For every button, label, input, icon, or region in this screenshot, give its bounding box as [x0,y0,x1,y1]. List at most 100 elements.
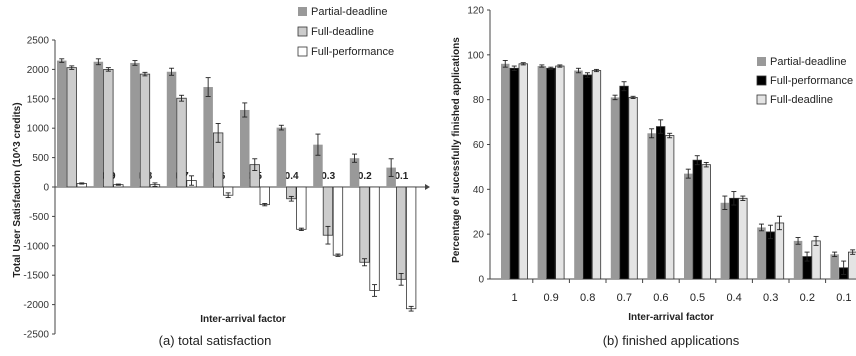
category-label: 0.3 [763,292,778,304]
y-tick-label: 0 [478,275,484,286]
y-tick-label: 60 [473,140,485,151]
bar [811,240,821,280]
category-label: 0.2 [358,171,372,182]
bar [774,222,785,280]
bar [103,69,114,188]
x-axis-title: Inter-arrival factor [628,312,714,323]
category-label: 0.9 [543,292,558,304]
bar [656,126,666,280]
bar [701,164,711,280]
legend-label: Full-deadline [770,94,833,106]
category-label: 0.3 [321,171,335,182]
bar [574,70,583,280]
y-tick-label: 20 [473,230,485,241]
bar [57,60,67,187]
x-axis-arrow [425,184,430,190]
y-tick-label: 80 [473,95,485,106]
y-axis-title: Percentage of sucessfully finished appli… [451,37,462,263]
y-axis-title: Total User Satisfaction (10^3 credits) [12,102,23,277]
legend-swatch [297,26,308,37]
bar [848,251,856,280]
bar [313,144,323,187]
bar [93,61,104,188]
y-tick-label: 120 [467,6,484,17]
legend-label: Full-deadline [311,26,374,38]
figure-caption: (a) total satisfaction [159,333,272,348]
y-tick-label: 1000 [27,124,50,135]
bar [793,240,803,279]
chart-b: 0 20 40 60 80 100 120 1 0.9 0.8 0.7 0.6 0.5 0.4 0.3 0.2… [451,6,856,348]
bar [610,97,620,279]
bar [647,133,656,279]
category-label: 1 [511,292,517,304]
y-tick-label: 2000 [27,65,50,76]
y-tick-label: 100 [467,50,484,61]
y-tick-label: -1000 [23,241,49,252]
category-label: 0.8 [580,292,595,304]
category-label: 0.1 [836,292,851,304]
bar [555,65,565,280]
bar [332,186,344,256]
category-label: 0.6 [653,292,668,304]
y-tick-label: 2500 [27,36,50,47]
bar [139,73,151,188]
category-label: 0.5 [690,292,705,304]
figure-caption: (b) finished applications [603,333,740,348]
bar [259,186,270,206]
bar [619,85,629,280]
legend-swatch [757,57,766,66]
bar [359,186,370,263]
bar [684,173,693,279]
legend-label: Full-performance [770,75,853,87]
bar [546,67,556,280]
bar [692,159,702,280]
category-label: 0.4 [726,292,741,304]
bar [176,97,187,188]
bar [628,97,638,280]
legend-label: Partial-deadline [311,6,387,18]
y-tick-label: 1500 [27,94,50,105]
y-tick-label: 500 [32,153,49,164]
bar [240,109,250,187]
y-tick-label: 0 [43,183,49,194]
chart-a: -2500 -2000 -1500 -1000 -500 0 500 1000 1500 2000… [12,6,430,348]
category-label: 0.2 [800,292,815,304]
y-tick-label: -1500 [23,271,49,282]
category-label: 0.7 [617,292,632,304]
x-axis-title: Inter-arrival factor [200,314,286,325]
bar [405,186,417,310]
bar [591,70,602,280]
bar [130,62,140,187]
legend-label: Partial-deadline [770,56,846,68]
y-tick-label: 40 [473,185,485,196]
bar [166,71,177,187]
y-tick-label: -500 [29,212,49,223]
bar [395,186,407,280]
bar [830,254,839,279]
bar [537,66,547,280]
bar [729,197,739,280]
bar [66,67,77,188]
category-label: 0.1 [394,171,408,182]
legend-swatch [297,46,308,57]
legend-swatch [756,75,767,86]
bar [386,167,396,187]
bar [509,67,519,280]
bar [757,227,766,279]
legend-swatch [298,7,307,16]
bar [738,197,748,280]
legend-swatch [756,94,767,105]
bar [720,202,730,279]
bar [276,127,287,187]
category-label: 0.4 [285,171,299,182]
bar [349,158,360,187]
y-tick-label: -2500 [23,330,49,341]
bar [203,87,213,187]
bar [296,186,307,230]
bar [582,74,593,280]
y-tick-label: -2000 [23,300,49,311]
legend-label: Full-performance [311,46,394,58]
bar [665,135,675,280]
bar [518,63,528,280]
